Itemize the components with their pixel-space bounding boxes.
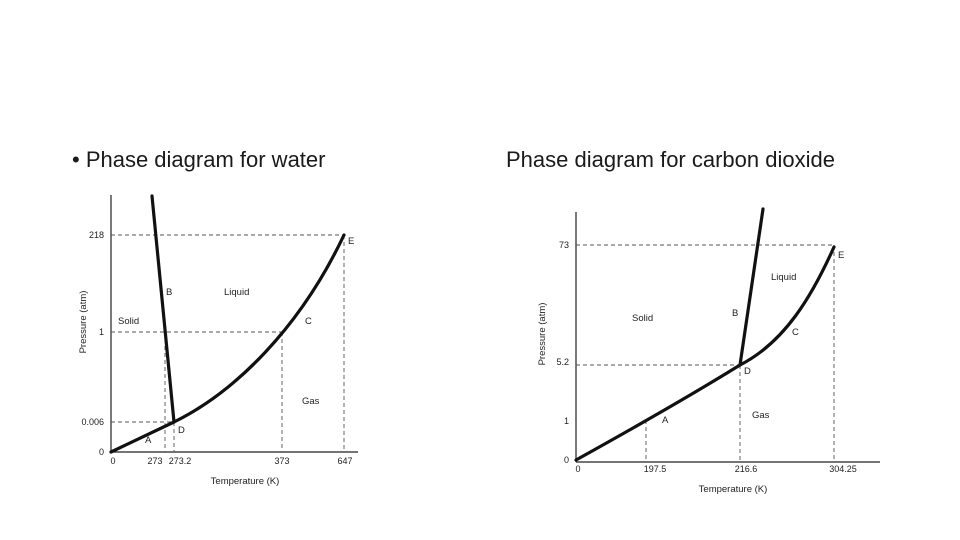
co2-point-c: C <box>792 327 799 338</box>
co2-vaporization-curve <box>738 245 836 367</box>
water-xtick-273: 273 <box>147 456 162 466</box>
water-point-d: D <box>178 425 185 436</box>
water-region-liquid: Liquid <box>224 287 249 298</box>
co2-diagram-heading: Phase diagram for carbon dioxide <box>506 147 835 172</box>
water-xtick-2732: 273.2 <box>169 456 192 466</box>
water-region-solid: Solid <box>118 316 139 327</box>
co2-point-d: D <box>744 366 751 377</box>
water-ytick-218: 218 <box>89 230 104 240</box>
co2-region-solid: Solid <box>632 313 653 324</box>
water-point-c: C <box>305 316 312 327</box>
water-diagram-heading: • Phase diagram for water <box>72 147 326 172</box>
co2-point-b: B <box>732 308 738 319</box>
co2-x-axis-title: Temperature (K) <box>699 484 768 495</box>
water-xtick-647: 647 <box>337 456 352 466</box>
co2-ytick-52: 5.2 <box>556 357 569 367</box>
co2-ytick-73: 73 <box>559 240 569 250</box>
water-region-gas: Gas <box>302 396 320 407</box>
co2-xtick-0: 0 <box>575 464 580 474</box>
co2-y-axis-title: Pressure (atm) <box>537 303 548 366</box>
water-ytick-0006: 0.006 <box>81 417 104 427</box>
co2-point-e: E <box>838 250 844 261</box>
water-melting-curve <box>150 194 176 424</box>
water-ytick-1: 1 <box>99 327 104 337</box>
co2-sublimation-curve <box>574 363 742 462</box>
co2-phase-diagram: 73 5.2 1 0 0 197.5 216.6 304.25 Temperat… <box>537 207 880 495</box>
water-x-axis-title: Temperature (K) <box>211 476 280 487</box>
water-xtick-373: 373 <box>274 456 289 466</box>
water-ytick-0: 0 <box>99 447 104 457</box>
water-vaporization-curve <box>172 233 346 424</box>
co2-region-liquid: Liquid <box>771 272 796 283</box>
water-phase-diagram: 218 1 0.006 0 0 273 273.2 373 647 Temper… <box>78 194 358 487</box>
water-point-a: A <box>145 435 152 446</box>
water-point-e: E <box>348 236 354 247</box>
co2-point-a: A <box>662 415 669 426</box>
water-point-b: B <box>166 287 172 298</box>
water-xtick-0: 0 <box>110 456 115 466</box>
co2-xtick-30425: 304.25 <box>829 464 857 474</box>
co2-ytick-0: 0 <box>564 455 569 465</box>
co2-xtick-1975: 197.5 <box>644 464 667 474</box>
water-sublimation-curve <box>109 420 176 454</box>
co2-ytick-1: 1 <box>564 416 569 426</box>
water-y-axis-title: Pressure (atm) <box>78 291 89 354</box>
co2-xtick-2166: 216.6 <box>735 464 758 474</box>
co2-region-gas: Gas <box>752 410 770 421</box>
co2-melting-curve <box>738 207 765 367</box>
